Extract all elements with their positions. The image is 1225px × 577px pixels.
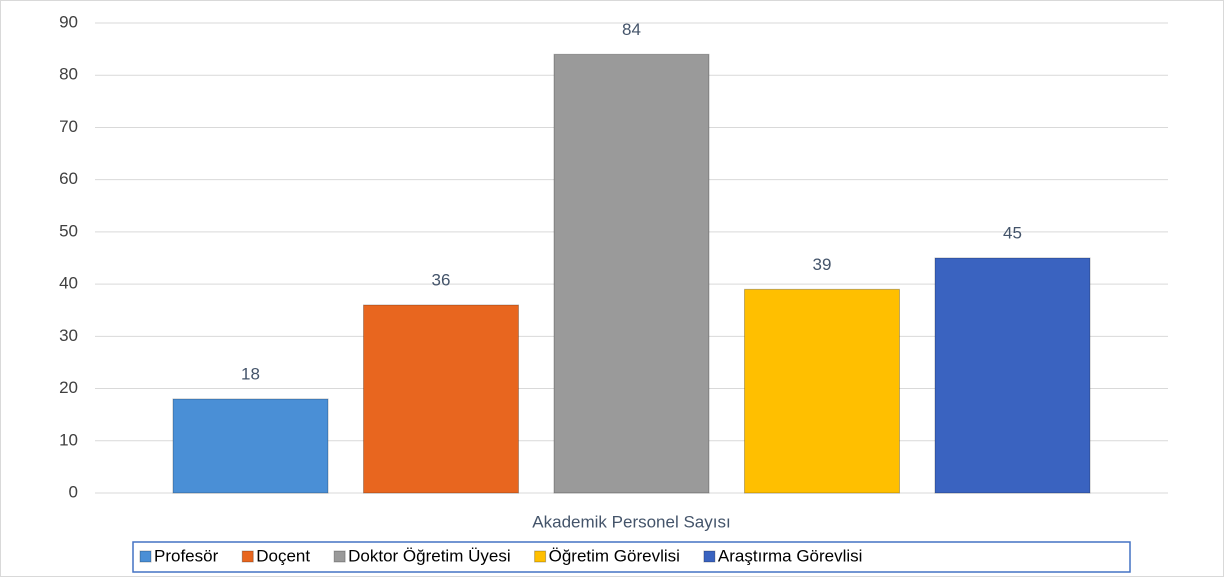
y-tick-label: 10 (59, 430, 78, 449)
y-tick-label: 70 (59, 117, 78, 136)
bar (934, 257, 1091, 494)
y-tick-label: 50 (59, 221, 78, 240)
data-label: 18 (241, 364, 260, 383)
data-label: 39 (813, 255, 832, 274)
y-tick-label: 40 (59, 274, 78, 293)
y-tick-label: 80 (59, 65, 78, 84)
y-tick-label: 0 (69, 482, 78, 501)
y-tick-label: 60 (59, 169, 78, 188)
legend-box (132, 541, 1131, 573)
data-label: 45 (1003, 223, 1022, 242)
bar (744, 288, 900, 494)
x-tick-label: Akademik Personel Sayısı (532, 512, 730, 531)
data-label: 36 (432, 270, 451, 289)
data-label: 84 (622, 20, 641, 39)
y-tick-label: 20 (59, 378, 78, 397)
bar (172, 398, 329, 494)
legend-label: Araştırma Görevlisi (718, 546, 863, 565)
legend-label: Doktor Öğretim Üyesi (348, 546, 510, 565)
legend-swatch (534, 550, 547, 563)
legend-label: Doçent (256, 546, 310, 565)
legend-label: Profesör (154, 546, 219, 565)
bar (553, 53, 710, 494)
legend-label: Öğretim Görevlisi (549, 546, 680, 565)
legend-swatch (333, 550, 346, 563)
legend-swatch (241, 550, 254, 563)
y-tick-label: 90 (59, 12, 78, 31)
legend-swatch (703, 550, 716, 563)
legend-swatch (139, 550, 152, 563)
y-tick-label: 30 (59, 326, 78, 345)
bar (363, 304, 519, 494)
